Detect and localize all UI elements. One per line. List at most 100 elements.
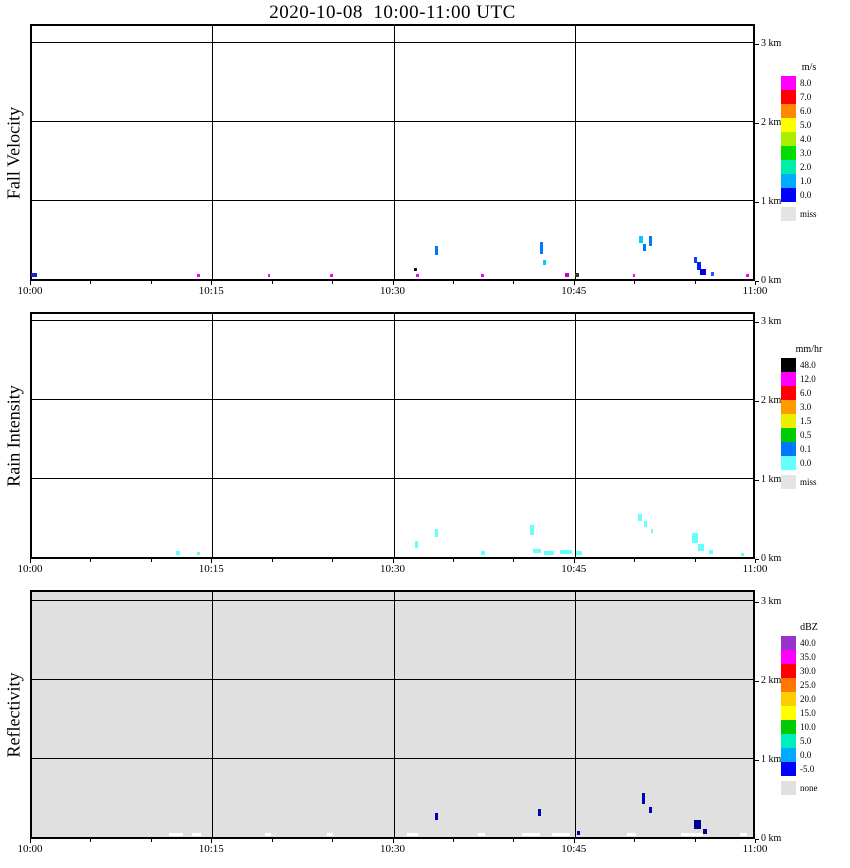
height-tick-label: 0 km [761, 275, 782, 286]
legend-label: 40.0 [800, 638, 816, 648]
time-tick-major [211, 281, 213, 285]
legend-swatch [781, 720, 796, 734]
legend-label: 5.0 [800, 736, 812, 746]
data-point [413, 267, 417, 272]
rain-intensity-colorbar: mm/hr 48.0 12.0 6.0 3.0 1.5 0.5 0.1 0.0 miss [781, 344, 850, 489]
time-tick-minor [150, 839, 152, 842]
legend-bin: 6.0 [781, 104, 850, 118]
legend-label: 0.1 [800, 444, 812, 454]
time-tick-major [755, 839, 756, 843]
legend-bin: 40.0 [781, 636, 850, 650]
legend-bin: 6.0 [781, 386, 850, 400]
time-tick-minor [634, 839, 636, 842]
height-tick [755, 839, 759, 840]
data-point [693, 256, 698, 264]
figure-title: 2020-10-08 10:00-11:00 UTC [269, 2, 516, 23]
height-tick-label: 1 km [761, 474, 782, 485]
height-tick-label: 1 km [761, 754, 782, 765]
data-point [641, 792, 646, 804]
legend-label: 0.0 [800, 190, 812, 200]
data-point [644, 520, 648, 527]
data-point [416, 274, 419, 278]
legend-missing-label: miss [800, 209, 817, 219]
legend-swatch [781, 358, 796, 372]
time-tick-major [30, 559, 31, 563]
legend-missing-swatch [781, 207, 796, 221]
time-tick-minor [513, 281, 515, 284]
legend-label: 25.0 [800, 680, 816, 690]
time-tick-minor [332, 281, 334, 284]
time-tick-major [755, 281, 756, 285]
data-point [414, 541, 418, 548]
fall-velocity-plot-area [30, 24, 755, 281]
legend-bin: 0.5 [781, 428, 850, 442]
legend-bin: 3.0 [781, 400, 850, 414]
legend-swatch [781, 118, 796, 132]
legend-bin: -5.0 [781, 762, 850, 776]
legend-bin: 0.0 [781, 456, 850, 470]
data-point [168, 832, 184, 836]
time-tick-major [573, 559, 575, 563]
legend-label: 10.0 [800, 722, 816, 732]
legend-label: 3.0 [800, 402, 812, 412]
time-tick-major [30, 281, 31, 285]
time-tick-label: 11:00 [742, 563, 768, 575]
time-tick-major [392, 281, 394, 285]
legend-swatch [781, 428, 796, 442]
height-tick [755, 202, 759, 203]
gridline-vertical [393, 592, 395, 837]
legend-bin: 1.0 [781, 174, 850, 188]
time-tick-minor [513, 839, 515, 842]
legend-swatch [781, 188, 796, 202]
legend-bin: 4.0 [781, 132, 850, 146]
time-tick-minor [271, 281, 273, 284]
legend-label: 6.0 [800, 388, 812, 398]
data-point [481, 274, 485, 278]
time-tick-label: 10:30 [379, 285, 406, 297]
data-point [680, 832, 703, 836]
fall-velocity-colorbar: m/s 8.0 7.0 6.0 5.0 4.0 3.0 2.0 1.0 0.0 miss [781, 62, 850, 221]
legend-label: 35.0 [800, 652, 816, 662]
legend-swatch [781, 706, 796, 720]
height-tick-label: 3 km [761, 596, 782, 607]
legend-label: 8.0 [800, 78, 812, 88]
gridline-vertical [212, 592, 214, 837]
time-tick-label: 10:45 [561, 843, 587, 855]
data-point [702, 829, 708, 834]
data-point [544, 551, 554, 555]
legend-swatch [781, 76, 796, 90]
legend-swatch [781, 372, 796, 386]
height-tick-label: 2 km [761, 117, 782, 128]
rain-intensity-plot-area [30, 312, 755, 559]
time-tick-minor [90, 839, 92, 842]
data-point [330, 274, 334, 278]
time-tick-minor [90, 559, 92, 562]
data-point [575, 273, 579, 277]
legend-swatch [781, 90, 796, 104]
time-tick-label: 10:00 [17, 563, 43, 575]
gridline-horizontal [32, 320, 753, 321]
legend-bin: 35.0 [781, 650, 850, 664]
height-tick-label: 3 km [761, 38, 782, 49]
legend-missing: miss [781, 475, 850, 489]
data-point [435, 245, 439, 256]
gridline-horizontal [32, 478, 753, 479]
gridline-vertical [393, 314, 395, 557]
time-tick-label: 10:45 [561, 563, 587, 575]
gridline-horizontal [32, 42, 753, 43]
gridline-vertical [212, 26, 214, 279]
legend-missing: none [781, 781, 850, 795]
gridline-horizontal [32, 200, 753, 201]
data-point [560, 549, 573, 554]
time-tick-major [211, 559, 213, 563]
data-point [745, 274, 749, 278]
data-point [478, 832, 485, 836]
legend-swatch [781, 132, 796, 146]
data-point [543, 260, 546, 265]
time-tick-major [755, 559, 756, 563]
data-point [197, 274, 201, 278]
legend-missing-label: none [800, 783, 818, 793]
